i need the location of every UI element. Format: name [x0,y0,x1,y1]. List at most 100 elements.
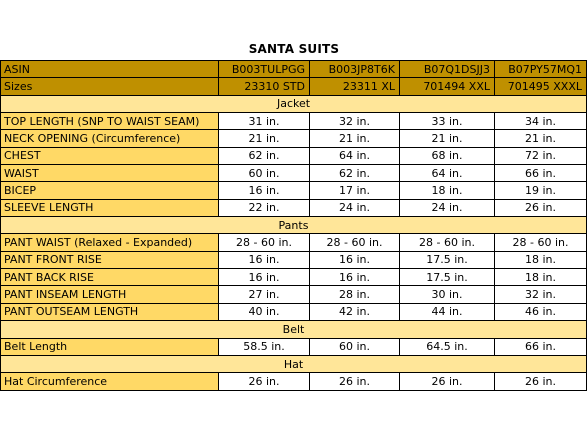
value-cell: 16 in. [309,268,400,287]
section-title: Belt [0,320,587,339]
row-label: CHEST [0,146,219,166]
header-cell: 701494 XXL [399,77,495,96]
value-cell: 60 in. [309,337,400,356]
value-cell: 30 in. [399,285,495,304]
header-cell: 701495 XXXL [494,77,587,96]
row-label: PANT FRONT RISE [0,250,219,270]
row-label: Hat Circumference [0,372,219,391]
table-row: PANT BACK RISE 16 in. 16 in. 17.5 in. 18… [0,268,587,287]
size-chart-table: ASIN B003TULPGG B003JP8T6K B07Q1DSJJ3 B0… [0,59,587,391]
value-cell: 64.5 in. [399,337,495,356]
value-cell: 64 in. [399,164,495,183]
header-label: ASIN [0,59,219,79]
row-label: PANT WAIST (Relaxed - Expanded) [0,233,219,252]
section-header-jacket: Jacket [0,94,587,114]
value-cell: 66 in. [494,337,587,356]
table-row: TOP LENGTH (SNP TO WAIST SEAM) 31 in. 32… [0,112,587,131]
value-cell: 34 in. [494,112,587,131]
table-row: SLEEVE LENGTH 22 in. 24 in. 24 in. 26 in… [0,198,587,218]
value-cell: 17.5 in. [399,268,495,287]
value-cell: 44 in. [399,302,495,322]
value-cell: 28 - 60 in. [399,233,495,252]
value-cell: 40 in. [218,302,310,322]
value-cell: 32 in. [309,112,400,131]
section-title: Pants [0,216,587,235]
value-cell: 26 in. [218,372,310,391]
value-cell: 72 in. [494,146,587,166]
value-cell: 26 in. [309,372,400,391]
table-row: WAIST 60 in. 62 in. 64 in. 66 in. [0,164,587,183]
value-cell: 68 in. [399,146,495,166]
row-label: Belt Length [0,337,219,356]
section-title: Jacket [0,94,587,114]
value-cell: 28 - 60 in. [494,233,587,252]
table-row: CHEST 62 in. 64 in. 68 in. 72 in. [0,146,587,166]
table-row: PANT WAIST (Relaxed - Expanded) 28 - 60 … [0,233,587,252]
section-header-pants: Pants [0,216,587,235]
value-cell: 26 in. [494,372,587,391]
value-cell: 21 in. [494,129,587,148]
table-row: Hat Circumference 26 in. 26 in. 26 in. 2… [0,372,587,391]
value-cell: 62 in. [309,164,400,183]
row-label: NECK OPENING (Circumference) [0,129,219,148]
row-label: BICEP [0,181,219,200]
value-cell: 16 in. [218,250,310,270]
table-row: PANT FRONT RISE 16 in. 16 in. 17.5 in. 1… [0,250,587,270]
value-cell: 32 in. [494,285,587,304]
value-cell: 16 in. [218,268,310,287]
value-cell: 28 in. [309,285,400,304]
value-cell: 21 in. [218,129,310,148]
header-label: Sizes [0,77,219,96]
row-label: PANT BACK RISE [0,268,219,287]
header-cell: 23310 STD [218,77,310,96]
row-label: PANT INSEAM LENGTH [0,285,219,304]
row-label: SLEEVE LENGTH [0,198,219,218]
header-cell: B07PY57MQ1 [494,59,587,79]
value-cell: 64 in. [309,146,400,166]
header-cell: B003JP8T6K [309,59,400,79]
value-cell: 22 in. [218,198,310,218]
section-title: Hat [0,354,587,374]
value-cell: 26 in. [399,372,495,391]
row-label: PANT OUTSEAM LENGTH [0,302,219,322]
value-cell: 33 in. [399,112,495,131]
value-cell: 66 in. [494,164,587,183]
value-cell: 28 - 60 in. [218,233,310,252]
value-cell: 24 in. [309,198,400,218]
value-cell: 60 in. [218,164,310,183]
value-cell: 18 in. [399,181,495,200]
value-cell: 42 in. [309,302,400,322]
chart-title: SANTA SUITS [248,42,340,56]
value-cell: 31 in. [218,112,310,131]
value-cell: 58.5 in. [218,337,310,356]
row-label: WAIST [0,164,219,183]
value-cell: 28 - 60 in. [309,233,400,252]
value-cell: 21 in. [309,129,400,148]
value-cell: 18 in. [494,250,587,270]
header-cell: 23311 XL [309,77,400,96]
table-row: BICEP 16 in. 17 in. 18 in. 19 in. [0,181,587,200]
value-cell: 16 in. [309,250,400,270]
table-row: NECK OPENING (Circumference) 21 in. 21 i… [0,129,587,148]
table-row: PANT OUTSEAM LENGTH 40 in. 42 in. 44 in.… [0,302,587,322]
value-cell: 21 in. [399,129,495,148]
value-cell: 27 in. [218,285,310,304]
value-cell: 62 in. [218,146,310,166]
value-cell: 46 in. [494,302,587,322]
value-cell: 26 in. [494,198,587,218]
value-cell: 18 in. [494,268,587,287]
value-cell: 16 in. [218,181,310,200]
value-cell: 19 in. [494,181,587,200]
value-cell: 17.5 in. [399,250,495,270]
header-cell: B07Q1DSJJ3 [399,59,495,79]
header-row-asin: ASIN B003TULPGG B003JP8T6K B07Q1DSJJ3 B0… [0,59,587,79]
header-row-sizes: Sizes 23310 STD 23311 XL 701494 XXL 7014… [0,77,587,96]
table-row: Belt Length 58.5 in. 60 in. 64.5 in. 66 … [0,337,587,356]
table-row: PANT INSEAM LENGTH 27 in. 28 in. 30 in. … [0,285,587,304]
value-cell: 24 in. [399,198,495,218]
row-label: TOP LENGTH (SNP TO WAIST SEAM) [0,112,219,131]
header-cell: B003TULPGG [218,59,310,79]
value-cell: 17 in. [309,181,400,200]
section-header-hat: Hat [0,354,587,374]
section-header-belt: Belt [0,320,587,339]
